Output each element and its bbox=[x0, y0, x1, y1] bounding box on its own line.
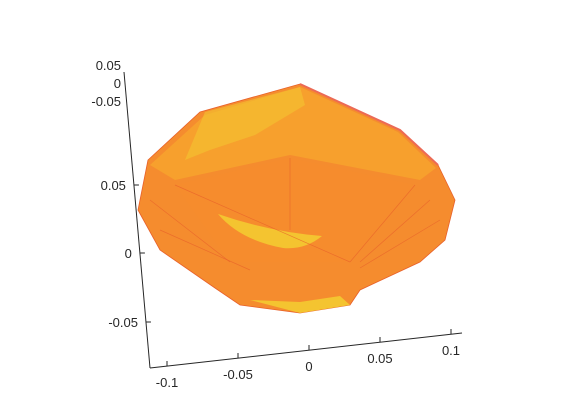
x-tick-label: 0 bbox=[305, 359, 312, 374]
mesh-line bbox=[359, 219, 441, 269]
y-axis-ticks: 0.05 0 -0.05 bbox=[91, 58, 121, 109]
surface-inner-bowl bbox=[175, 158, 415, 262]
surface-object bbox=[137, 83, 456, 314]
x-tick-label: -0.1 bbox=[156, 375, 178, 390]
mesh-line bbox=[159, 229, 251, 271]
x-tick-label: 0.05 bbox=[367, 351, 392, 366]
z-tick-label: -0.05 bbox=[108, 315, 138, 330]
x-axis-line bbox=[149, 332, 463, 369]
vertical-axis-line bbox=[123, 71, 151, 369]
mesh-line bbox=[174, 184, 351, 263]
y-tick-label: -0.05 bbox=[91, 94, 121, 109]
x-axis-ticks: -0.1 -0.05 0 0.05 0.1 bbox=[156, 329, 460, 390]
y-tick-label: 0 bbox=[114, 76, 121, 91]
surface-highlight bbox=[218, 214, 322, 249]
mesh-line bbox=[349, 184, 416, 263]
z-tick-label: 0 bbox=[125, 246, 132, 261]
x-tick-label: -0.05 bbox=[223, 367, 253, 382]
mesh-line bbox=[149, 199, 231, 263]
x-tick-label: 0.1 bbox=[442, 343, 460, 358]
z-tick-label: 0.05 bbox=[101, 178, 126, 193]
mesh-line bbox=[359, 199, 431, 263]
surface-mesh-lines bbox=[149, 158, 441, 271]
surface-highlight bbox=[185, 87, 305, 160]
z-axis-ticks: 0.05 0 -0.05 bbox=[101, 178, 151, 330]
surface-edge bbox=[299, 83, 439, 166]
surface-highlight bbox=[250, 296, 350, 313]
axes bbox=[123, 71, 463, 369]
y-tick-label: 0.05 bbox=[96, 58, 121, 73]
